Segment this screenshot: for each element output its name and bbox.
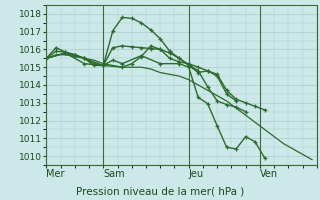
Text: Pression niveau de la mer( hPa ): Pression niveau de la mer( hPa ) (76, 186, 244, 196)
